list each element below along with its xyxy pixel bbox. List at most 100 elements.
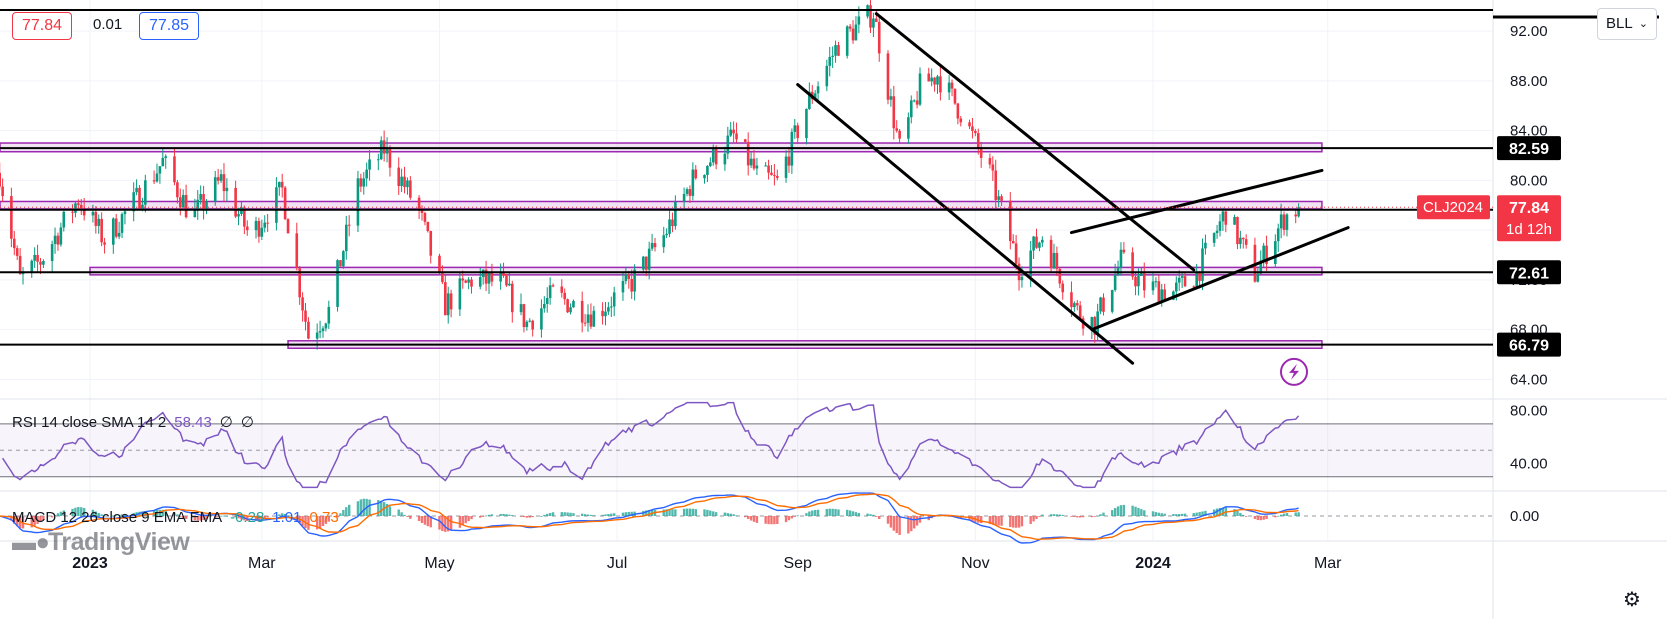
candle-body bbox=[275, 187, 278, 223]
candle-body bbox=[184, 195, 188, 218]
macd-legend-item: -0.28 bbox=[230, 509, 264, 526]
time-tick-label: Sep bbox=[783, 555, 812, 572]
macd-histogram-bar bbox=[429, 516, 432, 528]
candle-body bbox=[816, 86, 820, 94]
lightning-bolt bbox=[1289, 363, 1299, 380]
candle-body bbox=[304, 310, 307, 322]
candle-body bbox=[869, 5, 872, 28]
macd-histogram-bar bbox=[825, 508, 829, 516]
macd-histogram-bar bbox=[793, 516, 796, 517]
candle-body bbox=[123, 211, 127, 215]
macd-histogram-bar bbox=[266, 516, 269, 518]
macd-histogram-bar bbox=[74, 507, 77, 516]
macd-histogram-bar bbox=[947, 516, 951, 517]
candle-body bbox=[278, 181, 281, 188]
candle-body bbox=[1151, 281, 1155, 291]
candle-body bbox=[650, 243, 654, 249]
macd-histogram-bar bbox=[816, 509, 820, 516]
candle-body bbox=[566, 299, 569, 313]
candle-body bbox=[307, 321, 310, 339]
candle-body bbox=[100, 218, 103, 243]
candle-body bbox=[711, 147, 715, 163]
macd-histogram-bar bbox=[100, 514, 103, 516]
time-tick-label: Mar bbox=[248, 555, 276, 572]
macd-histogram-bar bbox=[286, 515, 290, 517]
macd-histogram-bar bbox=[808, 511, 811, 516]
macd-histogram-bar bbox=[1093, 516, 1096, 517]
candle-body bbox=[749, 158, 753, 166]
macd-histogram-bar bbox=[1090, 516, 1094, 518]
candle-body bbox=[423, 212, 427, 222]
candle-body bbox=[409, 180, 412, 198]
candle-body bbox=[365, 169, 368, 179]
macd-histogram-bar bbox=[141, 511, 144, 516]
macd-histogram-bar bbox=[662, 509, 665, 516]
macd-histogram-bar bbox=[709, 510, 712, 516]
bid-price-button[interactable]: 77.84 bbox=[12, 12, 73, 40]
candle-body bbox=[709, 162, 712, 167]
candle-body bbox=[776, 175, 779, 178]
macd-histogram-bar bbox=[1000, 516, 1003, 526]
candle-body bbox=[342, 251, 345, 267]
gear-icon[interactable]: ⚙ bbox=[1623, 589, 1641, 611]
macd-histogram-bar bbox=[458, 516, 462, 528]
candle-body bbox=[347, 224, 351, 226]
candle-body bbox=[1274, 241, 1277, 264]
candle-body bbox=[62, 211, 66, 228]
macd-histogram-bar bbox=[898, 516, 901, 535]
candle-body bbox=[953, 88, 957, 104]
candle-body bbox=[755, 165, 759, 169]
candle-body bbox=[997, 196, 1000, 200]
candle-body bbox=[743, 139, 747, 142]
candle-body bbox=[877, 21, 881, 54]
candle-body bbox=[254, 220, 258, 231]
macd-histogram-bar bbox=[368, 499, 371, 516]
macd-histogram-bar bbox=[566, 512, 569, 516]
candle-body bbox=[336, 260, 339, 307]
candle-body bbox=[889, 96, 893, 100]
macd-histogram-bar bbox=[988, 516, 992, 525]
candle-body bbox=[321, 328, 325, 332]
candle-body bbox=[1099, 297, 1102, 312]
candle-body bbox=[837, 45, 840, 56]
macd-histogram-bar bbox=[318, 516, 322, 528]
candle-body bbox=[33, 254, 36, 261]
candle-body bbox=[1073, 303, 1076, 308]
macd-histogram-bar bbox=[511, 515, 514, 516]
candle-body bbox=[1244, 239, 1248, 245]
macd-histogram-bar bbox=[912, 516, 916, 529]
candle-body bbox=[114, 218, 118, 237]
macd-histogram-bar bbox=[682, 508, 686, 516]
candle-body bbox=[1116, 267, 1120, 275]
candle-body bbox=[1294, 214, 1298, 217]
macd-histogram-bar bbox=[869, 514, 872, 516]
price-tick-label: 88.00 bbox=[1510, 73, 1548, 90]
macd-histogram-bar bbox=[502, 513, 505, 516]
candle-body bbox=[1195, 271, 1198, 288]
candle-body bbox=[1218, 221, 1222, 231]
candle-body bbox=[18, 255, 22, 275]
macd-histogram-bar bbox=[1102, 512, 1105, 516]
candle-body bbox=[892, 96, 896, 129]
macd-histogram-bar bbox=[339, 513, 342, 516]
candle-body bbox=[1029, 250, 1032, 277]
candle-body bbox=[1032, 236, 1035, 251]
macd-histogram-bar bbox=[714, 512, 718, 516]
trendline bbox=[1069, 168, 1324, 235]
candle-body bbox=[59, 227, 63, 245]
candle-body bbox=[461, 278, 465, 281]
ask-price-button[interactable]: 77.85 bbox=[139, 12, 200, 40]
time-tick-label: Jul bbox=[607, 555, 627, 572]
macd-histogram-bar bbox=[490, 514, 494, 516]
macd-histogram-bar bbox=[82, 508, 86, 516]
candle-body bbox=[178, 197, 182, 208]
symbol-select[interactable]: BLL ⌄ bbox=[1597, 8, 1657, 40]
trendline bbox=[874, 12, 1196, 272]
candle-body bbox=[930, 77, 933, 82]
candle-body bbox=[245, 226, 249, 231]
macd-histogram-bar bbox=[196, 516, 199, 521]
candle-body bbox=[1212, 233, 1216, 243]
candle-body bbox=[295, 233, 299, 269]
